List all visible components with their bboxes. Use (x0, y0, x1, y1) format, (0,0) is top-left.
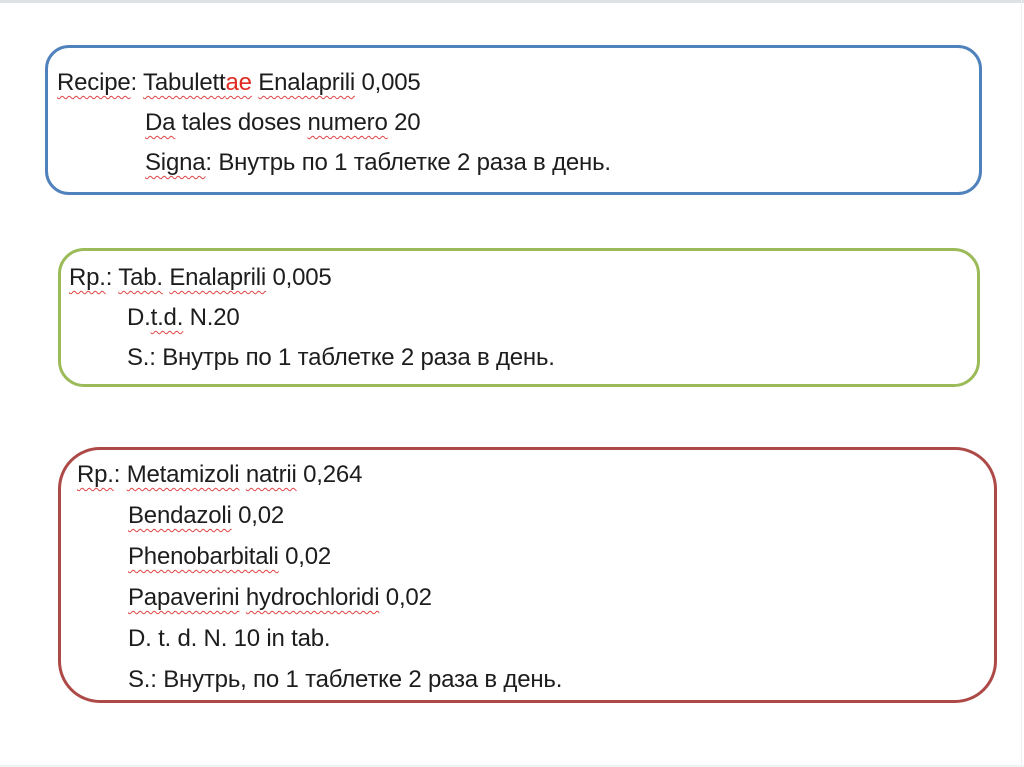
text-segment: 0,02 (379, 584, 432, 611)
misspelled-word: Rp. (69, 264, 106, 291)
text-segment: 0,02 (278, 543, 332, 570)
prescription-line: Bendazoli 0,02 (77, 495, 976, 536)
text-segment: S.: Внутрь, по 1 таблетке 2 раза в день. (128, 666, 563, 693)
prescription-line: Rp.: Metamizoli natrii 0,264 (77, 454, 976, 495)
text-segment: 20 (387, 109, 421, 136)
misspelled-word: hydrochloridi (245, 584, 380, 611)
prescription-line: D.t.d. N.20 (69, 298, 959, 338)
text-segment: : (130, 69, 144, 96)
text-segment: tales doses (175, 109, 308, 136)
prescription-box-long-form: Recipe: Tabulettae Enalaprili 0,005 Da t… (45, 45, 982, 195)
prescription-line: Papaverini hydrochloridi 0,02 (77, 577, 976, 618)
misspelled-word: Signa (145, 149, 206, 176)
misspelled-word: Bendazoli (128, 502, 232, 529)
text-segment: 0,02 (231, 502, 285, 529)
misspelled-word: Papaverini (128, 584, 240, 611)
slide-bottom-edge-line (0, 765, 1024, 767)
text-segment: D. (127, 304, 151, 331)
slide-top-edge-line (0, 0, 1024, 3)
misspelled-word: numero (307, 109, 388, 136)
misspelled-word: Enalaprili (258, 69, 355, 96)
prescription-line: D. t. d. N. 10 in tab. (77, 618, 976, 659)
text-segment: D. t. d. N. 10 in tab. (128, 625, 331, 652)
prescription-line: Signa: Внутрь по 1 таблетке 2 раза в ден… (57, 143, 961, 183)
text-segment: : Внутрь по 1 таблетке 2 раза в день. (205, 149, 611, 176)
misspelled-word: Metamizoli (126, 461, 240, 488)
misspelled-word: Da (145, 109, 176, 136)
prescription-box-abbreviated: Rp.: Tab. Enalaprili 0,005 D.t.d. N.20 S… (58, 248, 980, 387)
highlighted-suffix: ae (225, 69, 252, 96)
misspelled-word: Phenobarbitali (128, 543, 279, 570)
prescription-box-combination: Rp.: Metamizoli natrii 0,264 Bendazoli 0… (58, 447, 997, 703)
slide-right-edge-line (1021, 0, 1022, 767)
prescription-line: S.: Внутрь, по 1 таблетке 2 раза в день. (77, 659, 976, 700)
text-segment: 0,264 (296, 461, 363, 488)
word-stem: Tabulett (143, 69, 226, 96)
prescription-line: Phenobarbitali 0,02 (77, 536, 976, 577)
misspelled-word: natrii (245, 461, 297, 488)
text-segment: 0,005 (266, 264, 332, 291)
prescription-line: Da tales doses numero 20 (57, 103, 961, 143)
prescription-line: Rp.: Tab. Enalaprili 0,005 (69, 258, 959, 298)
prescription-line: Recipe: Tabulettae Enalaprili 0,005 (57, 63, 961, 103)
misspelled-word: Rp. (77, 461, 114, 488)
misspelled-word: t.d. (150, 304, 184, 331)
misspelled-word: Tabulettae (143, 69, 252, 96)
misspelled-word: Recipe (57, 69, 131, 96)
misspelled-word: Enalaprili (169, 264, 267, 291)
misspelled-word: Tab. (118, 264, 163, 291)
prescription-line: S.: Внутрь по 1 таблетке 2 раза в день. (69, 338, 959, 378)
text-segment: N.20 (183, 304, 240, 331)
text-segment: S.: Внутрь по 1 таблетке 2 раза в день. (127, 344, 555, 371)
text-segment: : (113, 461, 127, 488)
text-segment: : (105, 264, 119, 291)
text-segment: 0,005 (355, 69, 421, 96)
